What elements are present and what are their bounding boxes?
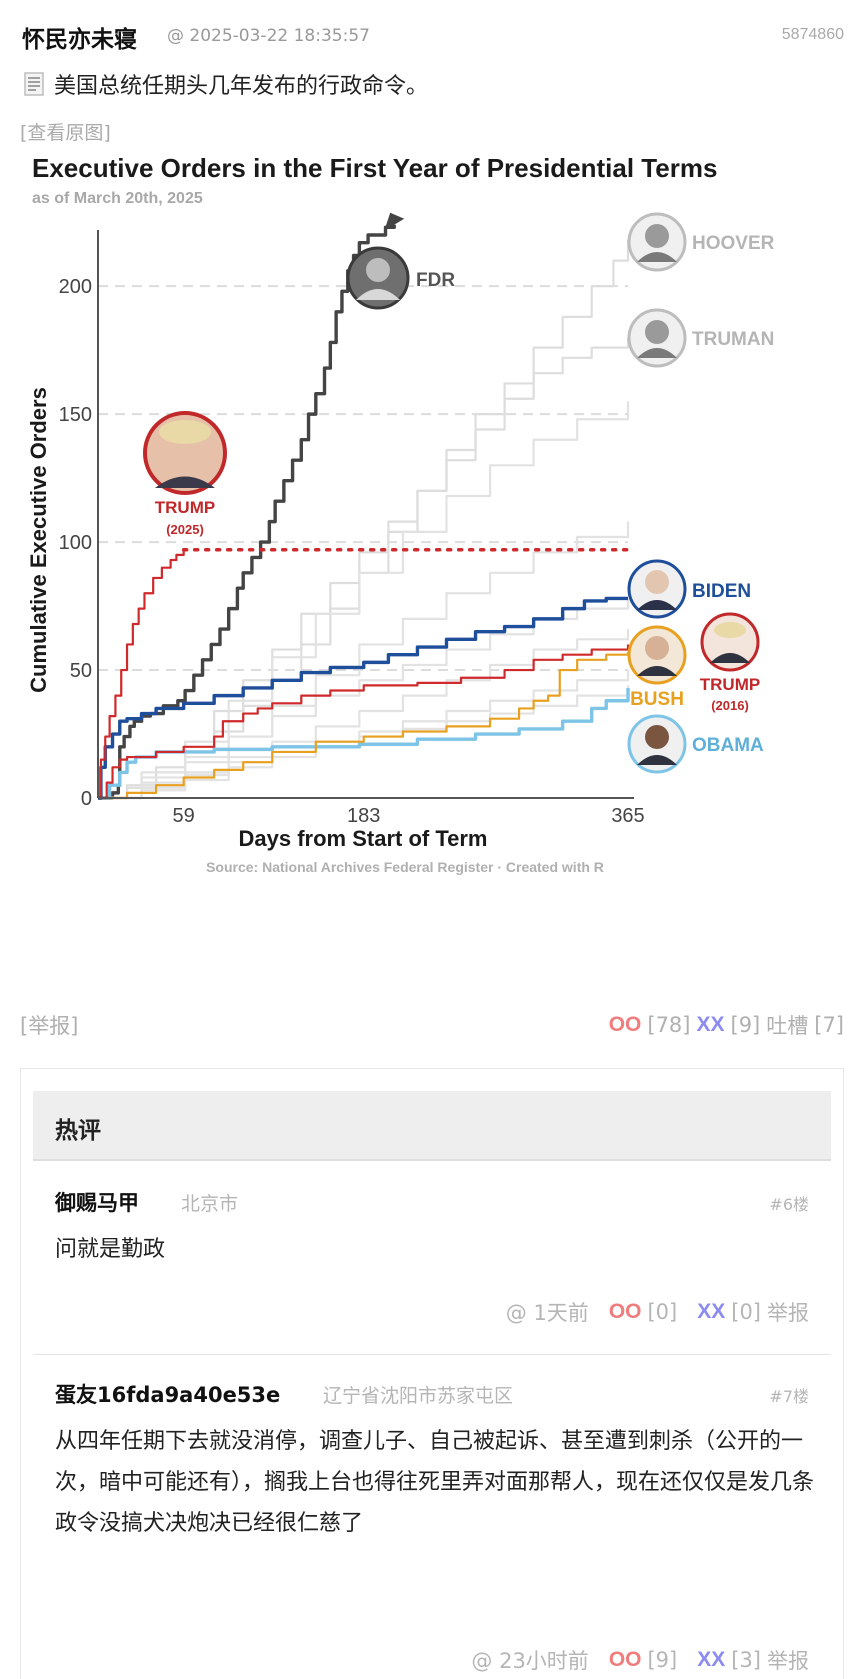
y-tick-label: 50 xyxy=(70,660,92,682)
trump-2016-year-label: (2016) xyxy=(711,698,749,713)
trump-2025-portrait-icon xyxy=(143,411,227,495)
comment-divider xyxy=(33,1354,831,1355)
post-text-content: 美国总统任期头几年发布的行政命令。 xyxy=(54,74,429,99)
biden-label: BIDEN xyxy=(692,581,751,602)
comment-oo-button[interactable]: OO xyxy=(608,1300,642,1323)
axis-layer: 0 50 100 150 200 59 183 365 xyxy=(59,230,645,827)
fdr-arrowhead-icon xyxy=(384,212,405,231)
post-report-link[interactable]: [举报] xyxy=(20,1014,79,1038)
view-original-link[interactable]: [查看原图] xyxy=(20,122,111,144)
comment-time: @ 23小时前 xyxy=(471,1649,589,1673)
chart-x-axis-label: Days from Start of Term xyxy=(239,826,488,851)
comment-location: 辽宁省沈阳市苏家屯区 xyxy=(323,1385,514,1407)
comment-floor[interactable]: #7楼 xyxy=(769,1387,809,1406)
comment-floor[interactable]: #6楼 xyxy=(769,1195,809,1214)
series-line-hoover xyxy=(98,240,630,800)
obama-label: OBAMA xyxy=(692,735,764,756)
hoover-portrait-icon xyxy=(627,212,687,272)
series-line-trump-2025 xyxy=(98,549,185,800)
post-author[interactable]: 怀民亦未寝 xyxy=(22,27,137,53)
comment-author[interactable]: 御赐马甲 xyxy=(55,1191,139,1215)
comment-report-button[interactable]: 举报 xyxy=(767,1649,809,1673)
bush-portrait-icon xyxy=(627,625,687,685)
post-header: 怀民亦未寝 @ 2025-03-22 18:35:57 5874860 xyxy=(22,18,844,54)
comment-xx-button[interactable]: XX xyxy=(697,1300,726,1323)
fdr-label: FDR xyxy=(416,270,455,291)
chart-title: Executive Orders in the First Year of Pr… xyxy=(32,153,717,183)
truman-portrait-icon xyxy=(627,308,687,368)
x-tick-label: 183 xyxy=(347,805,380,827)
post-xx-count: [9] xyxy=(730,1013,761,1037)
hoover-label: HOOVER xyxy=(692,233,775,254)
y-tick-label: 100 xyxy=(59,532,92,554)
trump-2025-label: TRUMP xyxy=(155,498,215,517)
bush-label: BUSH xyxy=(630,689,684,710)
comment-xx-count: [3] xyxy=(731,1648,761,1672)
series-line-background xyxy=(98,629,630,800)
series-line-fdr xyxy=(98,224,396,800)
post-oo-count: [78] xyxy=(647,1013,691,1037)
truman-label: TRUMAN xyxy=(692,329,774,350)
post-timestamp: @ 2025-03-22 18:35:57 xyxy=(167,26,370,46)
document-icon xyxy=(24,72,44,96)
x-tick-label: 59 xyxy=(173,805,195,827)
comment-body: 从四年任期下去就没消停，调查儿子、自己被起诉、甚至遭到刺杀（公开的一次，暗中可能… xyxy=(55,1429,815,1536)
y-tick-label: 0 xyxy=(81,788,92,810)
fdr-portrait-icon xyxy=(346,246,410,310)
biden-portrait-icon xyxy=(627,559,687,619)
chart-y-axis-label: Cumulative Executive Orders xyxy=(26,387,51,693)
comment-report-button[interactable]: 举报 xyxy=(767,1301,809,1325)
comment-oo-button[interactable]: OO xyxy=(608,1648,642,1671)
y-tick-label: 150 xyxy=(59,404,92,426)
chart-source: Source: National Archives Federal Regist… xyxy=(206,859,604,875)
series-line-bush xyxy=(98,652,630,800)
trump-2025-year-label: (2025) xyxy=(166,522,204,537)
chart-svg: Executive Orders in the First Year of Pr… xyxy=(26,153,775,875)
hot-comments-panel: 热评 御赐马甲 北京市 #6楼 问就是勤政 @ 1天前 OO [0] XX [0… xyxy=(20,1068,844,1679)
executive-orders-chart[interactable]: Executive Orders in the First Year of Pr… xyxy=(20,150,844,950)
comment-item: 御赐马甲 北京市 #6楼 问就是勤政 @ 1天前 OO [0] XX [0] 举… xyxy=(33,1163,831,1331)
x-tick-label: 365 xyxy=(611,805,644,827)
comment-actions: @ 1天前 OO [0] XX [0] 举报 xyxy=(506,1297,809,1327)
hot-comments-header: 热评 xyxy=(33,1091,831,1161)
post-tucao-count: [7] xyxy=(814,1013,844,1037)
comment-body: 问就是勤政 xyxy=(55,1237,166,1262)
chart-subtitle: as of March 20th, 2025 xyxy=(32,190,203,207)
post-id[interactable]: 5874860 xyxy=(781,26,844,43)
comment-oo-count: [0] xyxy=(647,1300,678,1324)
comment-item: 蛋友16fda9a40e53e 辽宁省沈阳市苏家屯区 #7楼 从四年任期下去就没… xyxy=(33,1355,831,1679)
comment-xx-count: [0] xyxy=(731,1300,761,1324)
series-line-background xyxy=(98,670,630,800)
comment-actions: @ 23小时前 OO [9] XX [3] 举报 xyxy=(471,1645,809,1675)
post-text: 美国总统任期头几年发布的行政命令。 xyxy=(22,68,428,100)
trump-2016-portrait-icon xyxy=(700,612,760,672)
series-line-trump-2016 xyxy=(98,644,630,800)
series-layer xyxy=(98,212,630,800)
hot-comments-title: 热评 xyxy=(55,1118,101,1144)
comment-oo-count: [9] xyxy=(647,1648,678,1672)
post-tucao-button[interactable]: 吐槽 xyxy=(766,1014,809,1038)
post-vote-bar: OO [78] XX [9] 吐槽 [7] xyxy=(609,1010,844,1040)
y-tick-label: 200 xyxy=(59,276,92,298)
comment-time: @ 1天前 xyxy=(505,1301,589,1325)
post-xx-button[interactable]: XX xyxy=(696,1013,725,1036)
series-line-biden xyxy=(98,596,628,800)
trump-2016-label: TRUMP xyxy=(700,675,760,694)
post-oo-button[interactable]: OO xyxy=(608,1013,642,1036)
comment-location: 北京市 xyxy=(181,1193,239,1215)
series-line-background xyxy=(98,401,630,800)
obama-portrait-icon xyxy=(627,714,687,774)
comment-author[interactable]: 蛋友16fda9a40e53e xyxy=(55,1383,281,1407)
comment-xx-button[interactable]: XX xyxy=(697,1648,726,1671)
